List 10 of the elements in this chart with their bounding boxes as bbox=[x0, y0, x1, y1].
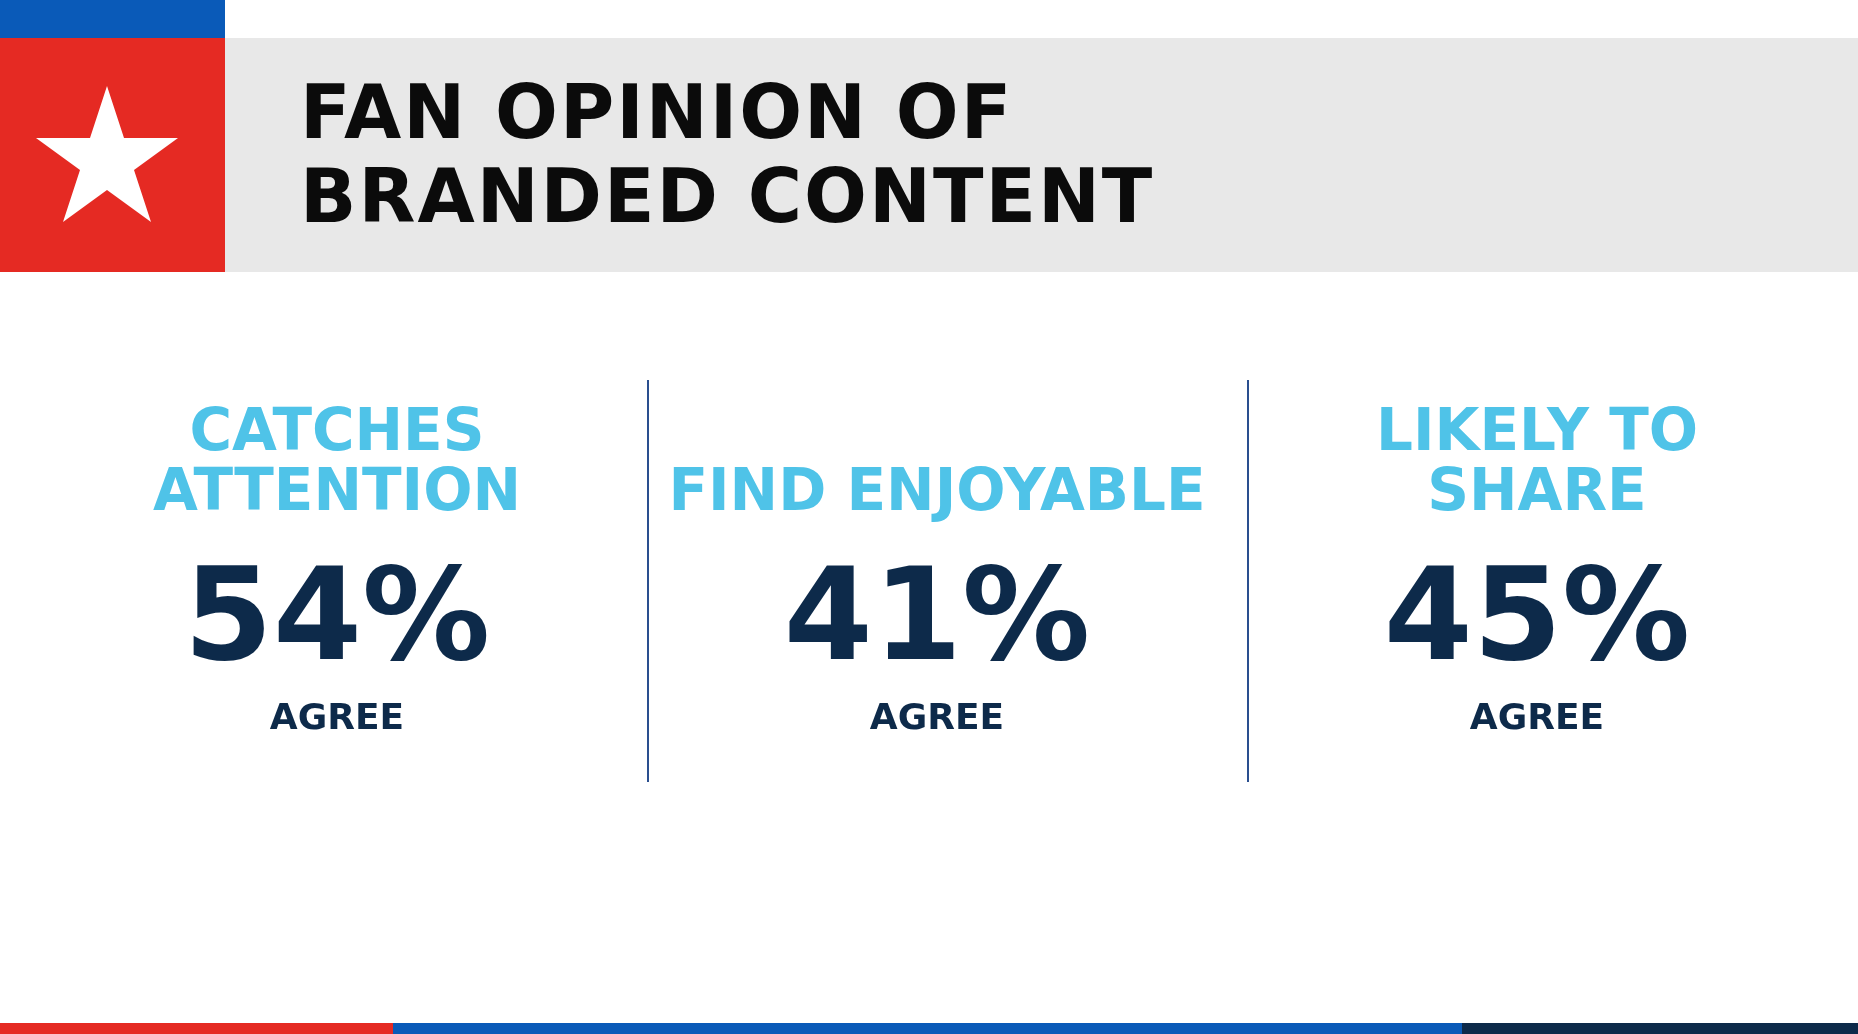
category-label: FIND ENJOYABLE bbox=[668, 456, 1206, 524]
text: AGREE bbox=[268, 696, 406, 737]
text: AGREE bbox=[1468, 696, 1606, 737]
text: FAN OPINION OF BRANDED CONTENT bbox=[300, 69, 1156, 239]
data-label: 45% bbox=[1382, 540, 1692, 690]
category-label: CATCHES ATTENTION bbox=[152, 396, 522, 524]
text: AGREE bbox=[868, 696, 1006, 737]
data-label: 54% bbox=[182, 540, 492, 690]
category-label: LIKELY TO SHARE bbox=[1374, 396, 1700, 524]
data-label: 41% bbox=[782, 540, 1092, 690]
